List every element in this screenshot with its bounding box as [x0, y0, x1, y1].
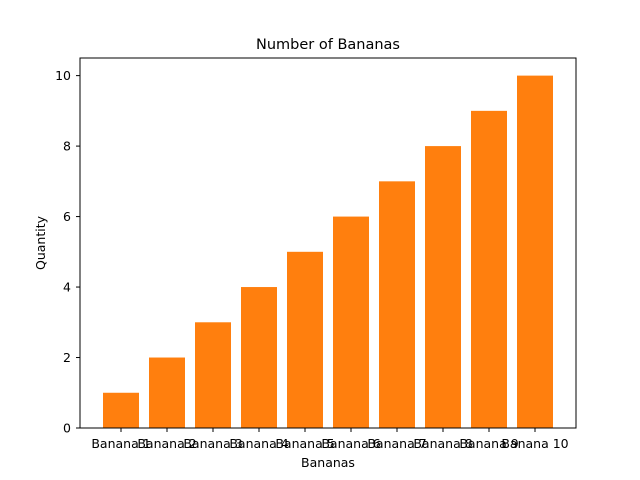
- x-tick-label: Banana 5: [275, 436, 334, 451]
- x-tick-label: Banana 8: [413, 436, 472, 451]
- y-tick-label: 4: [63, 280, 71, 295]
- x-tick-label: Banana 1: [91, 436, 150, 451]
- bar-8: [425, 146, 461, 428]
- y-tick-label: 2: [63, 350, 71, 365]
- bar-2: [149, 357, 185, 428]
- bar-10: [517, 75, 553, 428]
- x-tick-label: Banana 7: [367, 436, 426, 451]
- x-tick-label: Banana 10: [501, 436, 568, 451]
- bar-5: [287, 251, 323, 428]
- y-tick-label: 10: [55, 68, 71, 83]
- plot-area-frame: [79, 57, 577, 429]
- bar-9: [471, 110, 507, 428]
- y-tick-label: 8: [63, 139, 71, 154]
- y-axis-label: Quantity: [33, 215, 48, 270]
- bars-group: [103, 75, 553, 428]
- bar-1: [103, 392, 139, 428]
- x-tick-label: Banana 9: [459, 436, 518, 451]
- x-tick-label: Banana 6: [321, 436, 380, 451]
- x-axis-label: Bananas: [301, 455, 355, 470]
- bar-7: [379, 181, 415, 428]
- y-tick-label: 6: [63, 209, 71, 224]
- x-tick-label: Banana 2: [137, 436, 196, 451]
- x-tick-label: Banana 3: [183, 436, 242, 451]
- y-axis-ticks: 0 2 4 6 8 10: [55, 68, 80, 436]
- y-tick-label: 0: [63, 421, 71, 436]
- bar-4: [241, 287, 277, 428]
- chart-title: Number of Bananas: [256, 37, 400, 53]
- bar-3: [195, 322, 231, 428]
- bar-6: [333, 216, 369, 428]
- x-tick-label: Banana 4: [229, 436, 288, 451]
